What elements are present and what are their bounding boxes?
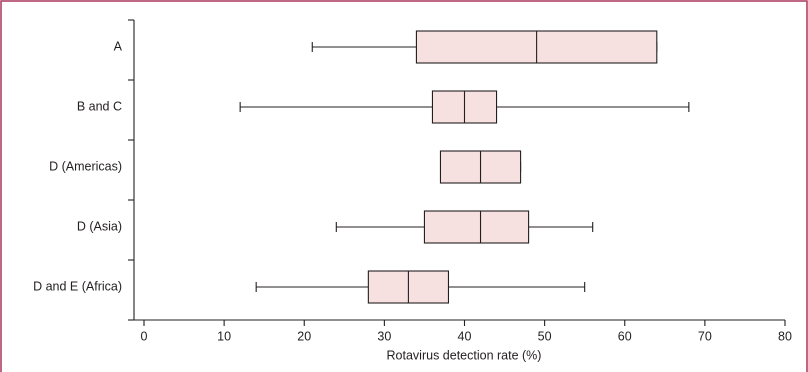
x-tick-label: 20: [297, 329, 311, 343]
x-tick-label: 50: [538, 329, 552, 343]
x-tick-label: 0: [141, 329, 148, 343]
y-tick-label: D (Asia): [77, 219, 122, 233]
x-axis-label: Rotavirus detection rate (%): [387, 348, 542, 362]
x-tick-label: 80: [778, 329, 792, 343]
x-tick-label: 40: [458, 329, 472, 343]
y-tick-label: B and C: [77, 99, 122, 113]
y-tick-label: A: [114, 39, 123, 53]
x-tick-label: 60: [618, 329, 632, 343]
x-tick-label: 10: [217, 329, 231, 343]
x-tick-label: 70: [698, 329, 712, 343]
box: [423, 210, 530, 244]
x-tick-label: 30: [377, 329, 391, 343]
y-tick-label: D (Americas): [49, 159, 122, 173]
y-tick-label: D and E (Africa): [33, 279, 122, 293]
